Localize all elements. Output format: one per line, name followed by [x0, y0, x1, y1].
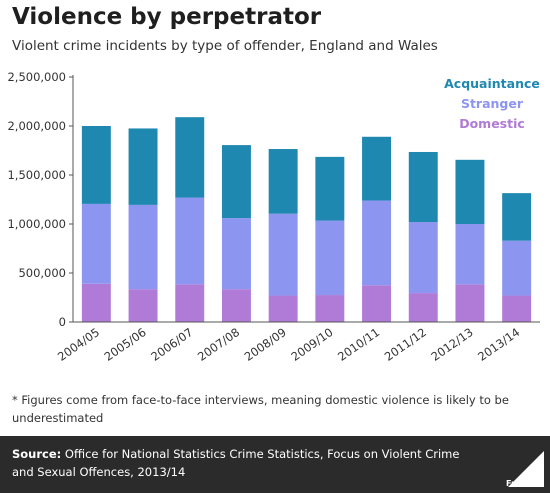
bar-segment-stranger [502, 240, 532, 296]
bar-segment-stranger [408, 222, 438, 294]
x-tick-label: 2011/12 [382, 325, 429, 364]
y-tick-label: 1,500,000 [7, 168, 66, 182]
bar-segment-stranger [81, 203, 111, 284]
bar-segment-acquaintance [268, 149, 298, 214]
bar-segment-domestic [128, 289, 158, 322]
source-text: Office for National Statistics Crime Sta… [12, 447, 460, 479]
bar-segment-stranger [455, 224, 485, 285]
x-tick-label: 2008/09 [242, 325, 289, 364]
bar-segment-stranger [315, 220, 345, 296]
y-tick-label: 1,000,000 [7, 217, 66, 231]
bar-segment-domestic [502, 295, 532, 322]
bar-segment-stranger [362, 200, 392, 286]
bar-segment-domestic [81, 283, 111, 322]
bar-segment-acquaintance [408, 151, 438, 223]
full-fact-logo-icon [508, 451, 544, 487]
bar-segment-acquaintance [221, 145, 251, 219]
bar-segment-acquaintance [128, 128, 158, 205]
y-axis: 0 500,000 1,000,000 1,500,000 2,000,000 2,500… [7, 70, 74, 329]
y-tick-label: 2,500,000 [7, 70, 66, 84]
x-tick-label: 2009/10 [288, 325, 335, 364]
bar-segment-domestic [408, 293, 438, 322]
bar-segment-stranger [128, 204, 158, 290]
x-axis: 2004/05 2005/06 2006/07 2007/08 2008/09 2009/… [55, 321, 540, 364]
bar-segment-stranger [268, 213, 298, 296]
bars [81, 117, 532, 322]
bar-segment-domestic [362, 285, 392, 322]
x-tick-label: 2007/08 [195, 325, 242, 364]
bar-segment-acquaintance [315, 156, 345, 221]
y-tick-label: 0 [59, 315, 66, 329]
x-tick-label: 2004/05 [55, 325, 102, 364]
x-tick-label: 2006/07 [148, 325, 195, 364]
brand-name: Full Fact [506, 479, 544, 488]
bar-segment-acquaintance [455, 159, 485, 224]
y-tick-label: 2,000,000 [7, 119, 66, 133]
source-label: Source: [12, 447, 62, 461]
bar-segment-stranger [175, 197, 205, 285]
bar-segment-acquaintance [81, 126, 111, 204]
x-tick-label: 2010/11 [335, 325, 382, 364]
x-tick-label: 2012/13 [429, 325, 476, 364]
bar-segment-stranger [221, 218, 251, 290]
legend-item-stranger: Stranger [461, 96, 524, 111]
chart-subtitle: Violent crime incidents by type of offen… [12, 38, 438, 54]
legend: Acquaintance Stranger Domestic [444, 76, 540, 131]
bar-segment-acquaintance [362, 136, 392, 201]
stacked-bar-chart: 0 500,000 1,000,000 1,500,000 2,000,000 2,500… [7, 70, 540, 364]
bar-segment-domestic [268, 295, 298, 322]
bar-segment-domestic [221, 289, 251, 322]
bar-segment-domestic [315, 295, 345, 322]
legend-item-acquaintance: Acquaintance [444, 76, 540, 91]
bar-segment-acquaintance [502, 193, 532, 241]
footnote: * Figures come from face-to-face intervi… [12, 393, 509, 425]
bar-segment-domestic [175, 284, 205, 322]
legend-item-domestic: Domestic [459, 116, 525, 131]
chart-title: Violence by perpetrator [12, 4, 322, 30]
bar-segment-domestic [455, 284, 485, 322]
x-tick-label: 2005/06 [102, 325, 149, 364]
y-tick-label: 500,000 [18, 266, 66, 280]
source-note: Source: Office for National Statistics C… [12, 445, 482, 481]
bar-segment-acquaintance [175, 117, 205, 198]
x-tick-label: 2013/14 [475, 325, 522, 364]
footer: Source: Office for National Statistics C… [0, 436, 550, 493]
